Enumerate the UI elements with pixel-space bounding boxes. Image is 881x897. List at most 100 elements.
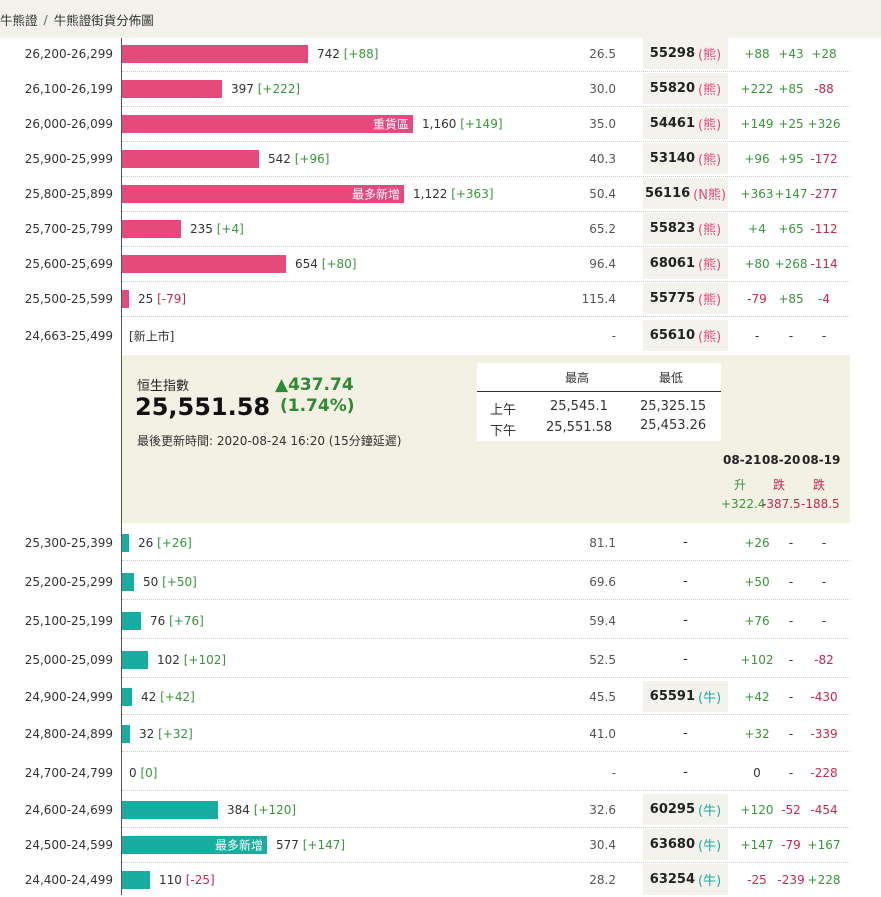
warrant-type: (牛) [698, 839, 722, 854]
daily-change-d2: +95 [778, 151, 804, 166]
warrant-code[interactable]: 60295 (牛) [643, 794, 728, 825]
table-row[interactable]: 26,100-26,199 397 [+222] 30.0 55820 (熊) +222 +… [0, 71, 881, 106]
daily-change-d2: +65 [778, 221, 804, 236]
daily-change-d2: +25 [778, 116, 804, 131]
amount-value: 102 [157, 652, 180, 667]
bull-volume-bar [122, 724, 130, 743]
warrant-type: (N熊) [693, 188, 727, 203]
warrant-code[interactable]: 54461 (熊) [643, 108, 728, 139]
strike-range: 25,800-25,899 [24, 186, 113, 201]
table-row[interactable]: 25,600-25,699 654 [+80] 96.4 68061 (熊) +80 +26… [0, 246, 881, 281]
row-divider [122, 141, 850, 143]
table-row[interactable]: 24,800-24,899 32 [+32] 41.0 - +32 - -339 [0, 716, 881, 751]
index-value: 25,551.58 [135, 393, 271, 421]
warrant-code[interactable]: 55298 (熊) [643, 38, 728, 69]
warrant-type: (牛) [698, 691, 722, 706]
row-divider [122, 176, 850, 178]
amount-value: 397 [231, 81, 254, 96]
warrant-code-value: 63254 [649, 872, 696, 887]
conversion-ratio: 41.0 [589, 726, 616, 741]
amount-value: 25 [138, 291, 154, 306]
table-row[interactable]: 24,700-24,799 0 [0] - - 0 - -228 [0, 755, 881, 790]
warrant-code-value: - [683, 613, 688, 628]
index-label: 恒生指數 [137, 379, 190, 394]
total-1: +322.4 [721, 497, 766, 511]
table-row[interactable]: 25,200-25,299 50 [+50] 69.6 - +50 - - [0, 564, 881, 599]
table-row[interactable]: 24,500-24,599 最多新增 577 [+147] 30.4 63680 (牛) +… [0, 827, 881, 862]
amount-change: [0] [140, 765, 158, 780]
pm-low: 25,453.26 [640, 418, 707, 433]
strike-range: 26,000-26,099 [24, 116, 113, 131]
daily-change-d3: - [821, 535, 827, 550]
warrant-type: (熊) [698, 293, 722, 308]
amount-value: 42 [141, 689, 157, 704]
last-updated: 最後更新時間: 2020-08-24 16:20 (15分鐘延遲) [137, 434, 402, 448]
table-row[interactable]: 26,000-26,099 重貨區 1,160 [+149] 35.0 54461 (熊)… [0, 106, 881, 141]
table-row[interactable]: 26,200-26,299 742 [+88] 26.5 55298 (熊) +88 +43… [0, 36, 881, 71]
bear-volume-bar [122, 149, 259, 168]
warrant-code[interactable]: 63254 (牛) [643, 864, 728, 895]
outstanding-amount: 110 [-25] [159, 873, 215, 887]
outstanding-amount: 1,122 [+363] [413, 187, 494, 201]
warrant-code[interactable]: 53140 (熊) [643, 143, 728, 174]
direction-1: 升 [734, 478, 747, 492]
warrant-code[interactable]: 56116 (N熊) [643, 178, 728, 209]
strike-range: 25,300-25,399 [24, 535, 113, 550]
strike-range: 24,700-24,799 [24, 765, 113, 780]
amount-value: [新上市] [129, 329, 175, 343]
daily-change-d2: -79 [781, 837, 801, 852]
row-divider [122, 71, 850, 73]
warrant-code[interactable]: 55775 (熊) [643, 283, 728, 314]
table-row[interactable]: 25,000-25,099 102 [+102] 52.5- +102- -82 [0, 642, 881, 677]
outstanding-amount: 397 [+222] [231, 82, 300, 96]
breadcrumb-root[interactable]: 牛熊證 [0, 12, 38, 28]
warrant-type: (熊) [698, 48, 722, 63]
daily-change-d3: - [821, 574, 827, 589]
warrant-code-value: 53140 [649, 151, 696, 166]
outstanding-amount: 577 [+147] [276, 838, 345, 852]
outstanding-amount: 742 [+88] [317, 47, 378, 61]
daily-change-d2: +43 [778, 46, 804, 61]
table-row[interactable]: 24,900-24,999 42 [+42] 45.5 65591 (牛) +42 - -43… [0, 679, 881, 714]
amount-value: 654 [295, 256, 318, 271]
daily-change-d1: +32 [744, 726, 770, 741]
total-2: -387.5 [762, 497, 801, 511]
amount-value: 235 [190, 221, 213, 236]
warrant-type: (熊) [698, 153, 722, 168]
warrant-code-value: 65610 [649, 328, 696, 343]
row-divider [122, 714, 850, 716]
bear-volume-bar [122, 44, 308, 63]
warrant-type: (牛) [698, 804, 722, 819]
amount-value: 1,160 [422, 116, 457, 131]
outstanding-amount: 384 [+120] [227, 803, 296, 817]
table-row[interactable]: 25,800-25,899 最多新增 1,122 [+363] 50.4 56116 (N… [0, 176, 881, 211]
table-row[interactable]: 25,700-25,799 235 [+4] 65.2 55823 (熊) +4 +65 -1… [0, 211, 881, 246]
row-divider [122, 751, 850, 753]
table-row[interactable]: 25,300-25,399 26 [+26] 81.1 - +26 - - [0, 525, 881, 560]
table-row[interactable]: 24,400-24,499 110 [-25] 28.2 63254 (牛) -25 -23… [0, 862, 881, 897]
warrant-code[interactable]: 65591 (牛) [643, 681, 728, 712]
warrant-code[interactable]: 55823 (熊) [643, 213, 728, 244]
strike-range: 25,200-25,299 [24, 574, 113, 589]
daily-change-d3: - [821, 613, 827, 628]
table-row[interactable]: 25,100-25,199 76 [+76] 59.4 - +76 - - [0, 603, 881, 638]
warrant-code[interactable]: 63680 (牛) [643, 829, 728, 860]
amount-value: 742 [317, 46, 340, 61]
table-row[interactable]: 24,663-25,499 [新上市] - 65610 (熊) - - - [0, 318, 881, 353]
breadcrumb-separator: / [43, 11, 48, 27]
conversion-ratio: 28.2 [589, 872, 616, 887]
high-low-table: 最高 最低 上午 25,545.1 25,325.15 下午 25,551.58… [477, 363, 721, 441]
table-row[interactable]: 25,900-25,999 542 [+96] 40.3 53140 (熊) +96 +95… [0, 141, 881, 176]
table-row[interactable]: 24,600-24,699 384 [+120] 32.6 60295 (牛) +120-… [0, 792, 881, 827]
warrant-code[interactable]: 68061 (熊) [643, 248, 728, 279]
row-divider [122, 638, 850, 640]
warrant-code[interactable]: 65610 (熊) [643, 320, 728, 351]
table-row[interactable]: 25,500-25,599 25 [-79] 115.4 55775 (熊) -79 +85… [0, 281, 881, 316]
outstanding-amount: 654 [+80] [295, 257, 356, 271]
warrant-code: - [643, 644, 728, 675]
axis-line [121, 38, 122, 895]
warrant-code[interactable]: 55820 (熊) [643, 73, 728, 104]
bear-volume-bar [122, 289, 129, 308]
row-divider [122, 316, 850, 318]
outstanding-amount: 235 [+4] [190, 222, 244, 236]
